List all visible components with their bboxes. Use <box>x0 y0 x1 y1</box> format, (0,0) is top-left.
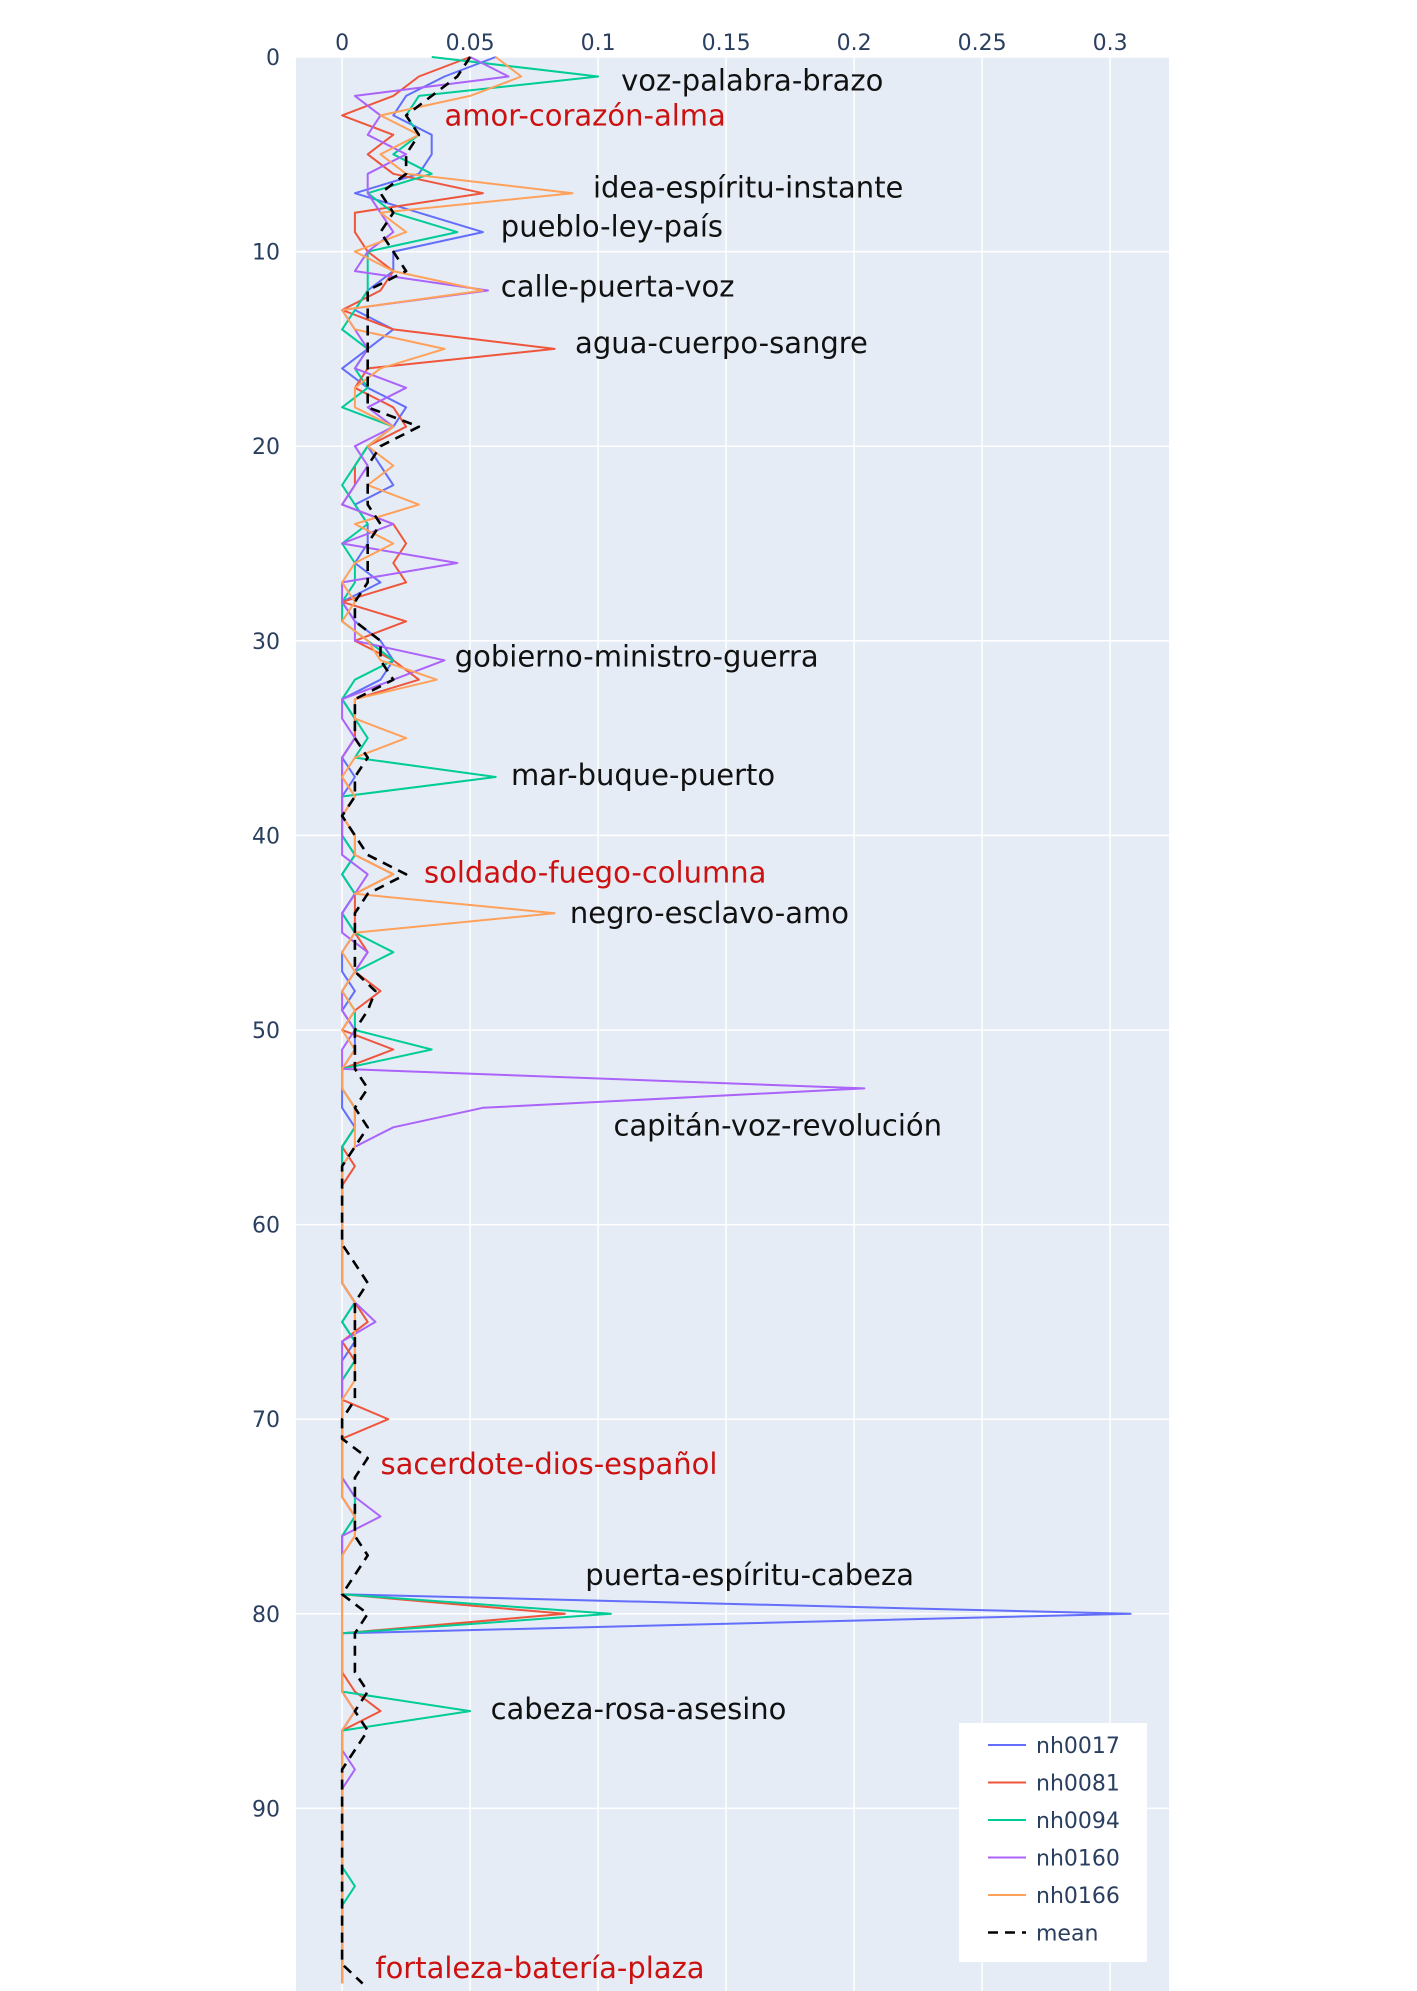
topic-annotation: cabeza-rosa-asesino <box>491 1692 787 1726</box>
topic-annotation: sacerdote-dios-español <box>380 1447 717 1481</box>
topic-annotation: negro-esclavo-amo <box>570 896 849 930</box>
legend-label-nh0166: nh0166 <box>1036 1884 1120 1909</box>
x-tick-label: 0.1 <box>581 31 616 56</box>
legend-label-nh0081: nh0081 <box>1036 1772 1120 1797</box>
topic-annotation: idea-espíritu-instante <box>593 170 903 204</box>
y-tick-label: 80 <box>252 1603 280 1628</box>
series-lines <box>340 56 1132 1985</box>
y-tick-label: 0 <box>266 46 280 71</box>
y-tick-label: 70 <box>252 1408 280 1433</box>
topic-annotation: pueblo-ley-país <box>501 209 723 243</box>
x-tick-label: 0.15 <box>702 31 751 56</box>
legend-label-nh0160: nh0160 <box>1036 1847 1120 1872</box>
y-tick-label: 50 <box>252 1019 280 1044</box>
y-tick-label: 10 <box>252 241 280 266</box>
x-tick-label: 0.3 <box>1093 31 1128 56</box>
y-tick-label: 30 <box>252 630 280 655</box>
topic-annotation: puerta-espíritu-cabeza <box>585 1558 914 1592</box>
plot-background <box>296 57 1169 1991</box>
topic-annotation: soldado-fuego-columna <box>424 855 766 889</box>
grid-lines <box>296 56 1169 1991</box>
topic-annotation: amor-corazón-alma <box>444 98 725 132</box>
y-tick-label: 20 <box>252 435 280 460</box>
y-tick-label: 90 <box>252 1797 280 1822</box>
x-tick-label: 0.05 <box>446 31 495 56</box>
axis-ticks: 0 0.05 0.1 0.15 0.2 0.25 0.3 0 10 20 30 40 50 60 70 80 9… <box>252 31 1128 1822</box>
legend-label-nh0094: nh0094 <box>1036 1809 1120 1834</box>
y-tick-label: 60 <box>252 1214 280 1239</box>
x-tick-label: 0 <box>335 31 349 56</box>
y-tick-label: 40 <box>252 824 280 849</box>
topic-annotation: agua-cuerpo-sangre <box>575 326 868 360</box>
topic-annotation: fortaleza-batería-plaza <box>375 1951 704 1985</box>
legend-label-nh0017: nh0017 <box>1036 1734 1120 1759</box>
x-tick-label: 0.2 <box>837 31 872 56</box>
x-tick-label: 0.25 <box>958 31 1007 56</box>
topic-annotation: calle-puerta-voz <box>501 270 735 304</box>
topic-annotation: voz-palabra-brazo <box>621 63 883 97</box>
topic-annotation: mar-buque-puerto <box>511 758 775 792</box>
topic-annotation: capitán-voz-revolución <box>613 1108 942 1142</box>
legend-label-mean: mean <box>1036 1922 1098 1947</box>
series-line-mean <box>340 56 472 1985</box>
legend-box <box>959 1723 1147 1962</box>
legend: nh0017 nh0081 nh0094 nh0160 nh0166 mean <box>959 1723 1147 1962</box>
topic-annotation: gobierno-ministro-guerra <box>455 639 819 673</box>
